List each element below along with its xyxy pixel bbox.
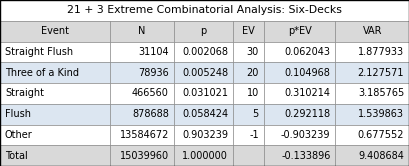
Bar bbox=[0, 83, 110, 104]
Text: p: p bbox=[200, 26, 207, 36]
Text: Three of a Kind: Three of a Kind bbox=[5, 68, 79, 78]
Bar bbox=[174, 145, 233, 166]
Bar bbox=[335, 42, 409, 62]
Bar bbox=[335, 83, 409, 104]
Bar bbox=[110, 104, 174, 124]
Text: 1.877933: 1.877933 bbox=[358, 47, 404, 57]
Text: 1.539863: 1.539863 bbox=[358, 109, 404, 119]
Text: 0.058424: 0.058424 bbox=[182, 109, 228, 119]
Bar bbox=[0, 0, 409, 21]
Bar bbox=[110, 62, 174, 83]
Bar bbox=[335, 21, 409, 42]
Bar bbox=[174, 124, 233, 145]
Bar bbox=[0, 124, 110, 145]
Bar bbox=[264, 21, 335, 42]
Text: 0.903239: 0.903239 bbox=[182, 130, 228, 140]
Bar bbox=[0, 104, 110, 124]
Bar bbox=[0, 145, 110, 166]
Text: 0.031021: 0.031021 bbox=[182, 88, 228, 98]
Text: -0.903239: -0.903239 bbox=[281, 130, 330, 140]
Text: p*EV: p*EV bbox=[288, 26, 312, 36]
Bar bbox=[0, 42, 110, 62]
Text: 0.104968: 0.104968 bbox=[285, 68, 330, 78]
Bar bbox=[233, 145, 264, 166]
Text: 2.127571: 2.127571 bbox=[357, 68, 404, 78]
Text: 10: 10 bbox=[247, 88, 259, 98]
Bar bbox=[174, 42, 233, 62]
Text: 78936: 78936 bbox=[138, 68, 169, 78]
Bar bbox=[233, 104, 264, 124]
Bar bbox=[264, 124, 335, 145]
Bar bbox=[174, 104, 233, 124]
Text: Total: Total bbox=[5, 151, 28, 161]
Text: 15039960: 15039960 bbox=[120, 151, 169, 161]
Bar bbox=[110, 21, 174, 42]
Text: Straight Flush: Straight Flush bbox=[5, 47, 73, 57]
Text: 21 + 3 Extreme Combinatorial Analysis: Six-Decks: 21 + 3 Extreme Combinatorial Analysis: S… bbox=[67, 5, 342, 15]
Text: Event: Event bbox=[41, 26, 69, 36]
Text: EV: EV bbox=[242, 26, 255, 36]
Text: 0.292118: 0.292118 bbox=[284, 109, 330, 119]
Bar bbox=[233, 42, 264, 62]
Bar bbox=[233, 21, 264, 42]
Text: Flush: Flush bbox=[5, 109, 31, 119]
Text: Straight: Straight bbox=[5, 88, 44, 98]
Text: N: N bbox=[138, 26, 146, 36]
Bar bbox=[264, 62, 335, 83]
Text: 0.002068: 0.002068 bbox=[182, 47, 228, 57]
Bar bbox=[335, 145, 409, 166]
Text: 0.005248: 0.005248 bbox=[182, 68, 228, 78]
Bar bbox=[110, 124, 174, 145]
Text: 3.185765: 3.185765 bbox=[358, 88, 404, 98]
Bar bbox=[233, 83, 264, 104]
Bar bbox=[0, 21, 110, 42]
Bar bbox=[110, 145, 174, 166]
Bar bbox=[174, 21, 233, 42]
Text: 20: 20 bbox=[247, 68, 259, 78]
Bar bbox=[264, 42, 335, 62]
Text: 0.062043: 0.062043 bbox=[285, 47, 330, 57]
Bar bbox=[110, 42, 174, 62]
Text: 466560: 466560 bbox=[132, 88, 169, 98]
Text: Other: Other bbox=[5, 130, 33, 140]
Text: 9.408684: 9.408684 bbox=[358, 151, 404, 161]
Bar bbox=[335, 124, 409, 145]
Text: -0.133896: -0.133896 bbox=[281, 151, 330, 161]
Bar bbox=[264, 83, 335, 104]
Text: 31104: 31104 bbox=[138, 47, 169, 57]
Bar bbox=[264, 145, 335, 166]
Text: VAR: VAR bbox=[362, 26, 382, 36]
Bar bbox=[335, 62, 409, 83]
Bar bbox=[264, 104, 335, 124]
Text: 0.677552: 0.677552 bbox=[357, 130, 404, 140]
Bar bbox=[335, 104, 409, 124]
Bar bbox=[0, 62, 110, 83]
Text: -1: -1 bbox=[249, 130, 259, 140]
Bar bbox=[233, 124, 264, 145]
Bar bbox=[174, 62, 233, 83]
Text: 878688: 878688 bbox=[132, 109, 169, 119]
Text: 0.310214: 0.310214 bbox=[285, 88, 330, 98]
Text: 1.000000: 1.000000 bbox=[182, 151, 228, 161]
Text: 30: 30 bbox=[247, 47, 259, 57]
Text: 5: 5 bbox=[253, 109, 259, 119]
Bar bbox=[174, 83, 233, 104]
Text: 13584672: 13584672 bbox=[119, 130, 169, 140]
Bar bbox=[233, 62, 264, 83]
Bar bbox=[110, 83, 174, 104]
